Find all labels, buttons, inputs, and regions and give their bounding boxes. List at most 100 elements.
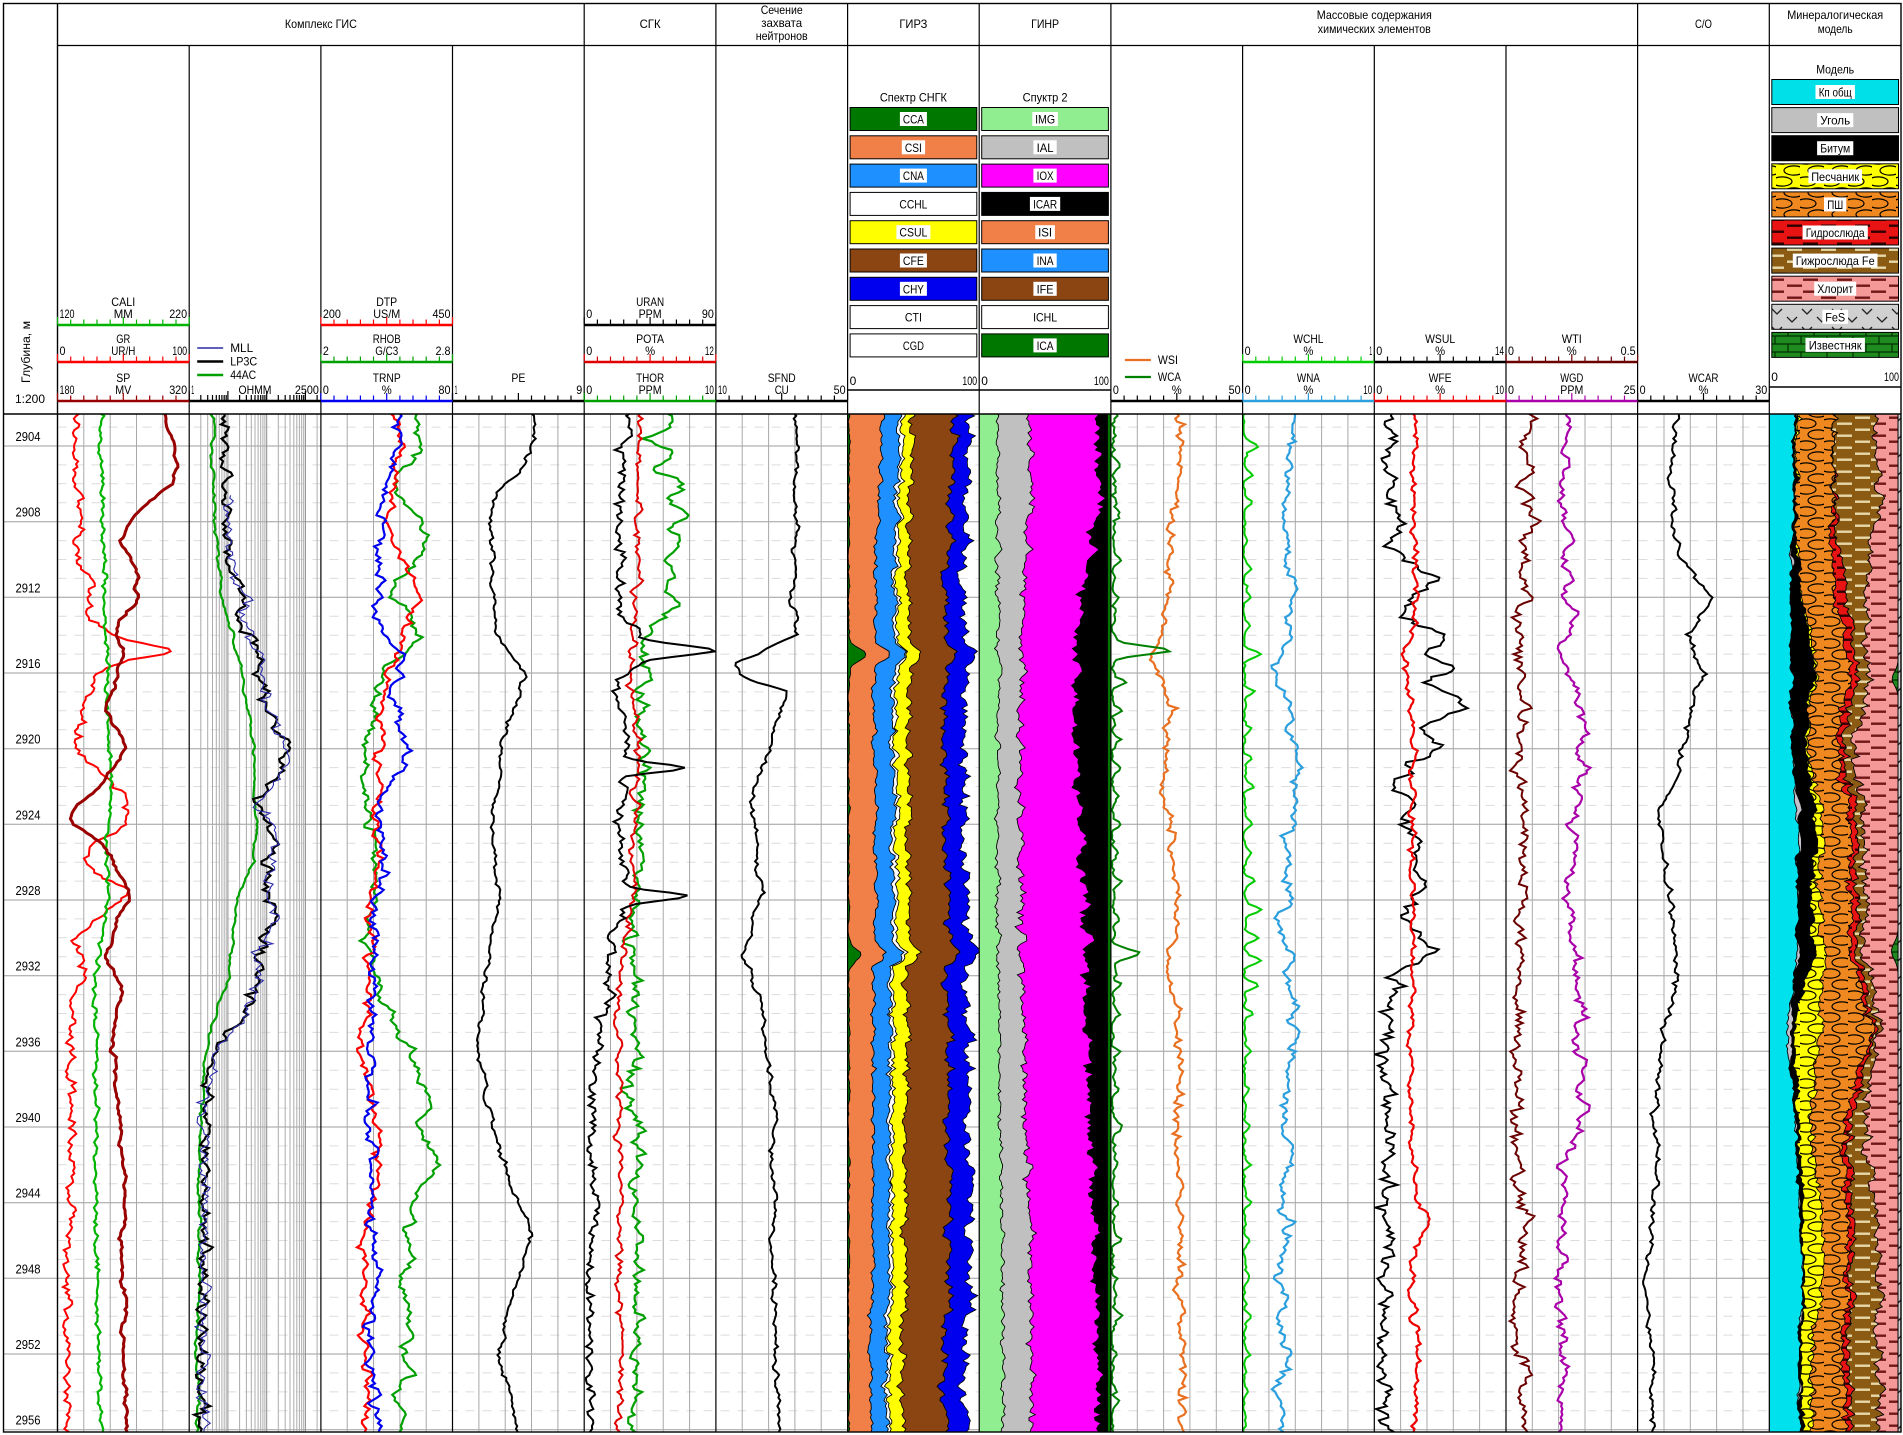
svg-text:WSI: WSI <box>1158 353 1178 367</box>
svg-text:MV: MV <box>115 383 131 397</box>
svg-text:Минералогическая: Минералогическая <box>1787 8 1883 22</box>
svg-text:10: 10 <box>705 383 714 397</box>
svg-text:ICAR: ICAR <box>1033 197 1057 211</box>
svg-text:WFE: WFE <box>1429 371 1452 385</box>
svg-text:Гижрослюда Fe: Гижрослюда Fe <box>1796 254 1875 268</box>
svg-text:10: 10 <box>1363 383 1372 397</box>
svg-text:Хлорит: Хлорит <box>1817 282 1853 296</box>
svg-text:СГК: СГК <box>640 17 661 31</box>
svg-text:CCA: CCA <box>903 113 924 127</box>
svg-text:2932: 2932 <box>16 959 41 974</box>
svg-text:ICA: ICA <box>1037 339 1054 353</box>
svg-text:180: 180 <box>60 383 75 397</box>
svg-text:25: 25 <box>1624 383 1636 397</box>
svg-text:0: 0 <box>60 344 66 358</box>
svg-text:2924: 2924 <box>16 807 41 822</box>
svg-text:Гидрослюда: Гидрослюда <box>1806 226 1865 240</box>
svg-text:2944: 2944 <box>16 1186 41 1201</box>
svg-text:2948: 2948 <box>16 1261 41 1276</box>
svg-text:50: 50 <box>1229 383 1241 397</box>
svg-text:WTI: WTI <box>1562 332 1582 346</box>
svg-text:RHOB: RHOB <box>373 332 401 346</box>
svg-text:Битум: Битум <box>1820 142 1850 156</box>
svg-text:ГИНР: ГИНР <box>1031 17 1059 31</box>
svg-text:2916: 2916 <box>16 656 41 671</box>
svg-text:модель: модель <box>1818 22 1853 36</box>
svg-text:2940: 2940 <box>16 1110 41 1125</box>
svg-text:ISI: ISI <box>1038 226 1052 240</box>
svg-text:Спуктр 2: Спуктр 2 <box>1023 91 1068 105</box>
svg-text:PPM: PPM <box>639 383 662 397</box>
svg-text:2904: 2904 <box>16 429 41 444</box>
svg-text:C/O: C/O <box>1695 17 1712 31</box>
svg-text:PE: PE <box>511 371 525 385</box>
svg-text:100: 100 <box>1094 374 1109 388</box>
svg-text:Массовые содержания: Массовые содержания <box>1317 8 1432 22</box>
svg-text:0: 0 <box>1771 370 1778 384</box>
svg-text:0: 0 <box>586 383 592 397</box>
svg-text:Известняк: Известняк <box>1809 338 1863 352</box>
svg-text:нейтронов: нейтронов <box>756 29 808 43</box>
svg-text:захвата: захвата <box>761 16 802 30</box>
svg-text:1:200: 1:200 <box>15 392 45 406</box>
svg-text:1: 1 <box>1369 344 1372 358</box>
svg-text:TRNP: TRNP <box>373 371 401 385</box>
svg-text:WCHL: WCHL <box>1293 332 1323 346</box>
svg-text:2: 2 <box>323 344 329 358</box>
svg-text:2936: 2936 <box>16 1034 41 1049</box>
svg-text:IFE: IFE <box>1037 282 1054 296</box>
svg-text:0: 0 <box>1113 383 1119 397</box>
svg-text:220: 220 <box>169 307 187 321</box>
svg-text:GR: GR <box>116 332 130 346</box>
svg-text:WGD: WGD <box>1560 371 1583 385</box>
svg-text:10: 10 <box>1495 383 1504 397</box>
svg-text:CCHL: CCHL <box>899 197 927 211</box>
svg-text:450: 450 <box>433 307 451 321</box>
svg-text:%: % <box>382 383 392 397</box>
svg-text:%: % <box>645 344 655 358</box>
svg-text:2928: 2928 <box>16 883 41 898</box>
svg-text:URAN: URAN <box>636 295 664 309</box>
svg-text:100: 100 <box>962 374 977 388</box>
svg-text:44AC: 44AC <box>230 368 256 382</box>
svg-text:WSUL: WSUL <box>1425 332 1455 346</box>
svg-text:0: 0 <box>1508 383 1514 397</box>
svg-text:%: % <box>1172 383 1182 397</box>
svg-text:1: 1 <box>455 383 458 397</box>
svg-text:CFE: CFE <box>903 254 924 268</box>
svg-text:Комплекс ГИС: Комплекс ГИС <box>285 17 357 31</box>
svg-text:0: 0 <box>1508 344 1514 358</box>
svg-text:WCAR: WCAR <box>1689 371 1719 385</box>
svg-text:%: % <box>1435 344 1445 358</box>
svg-text:LP3C: LP3C <box>230 355 257 369</box>
svg-text:120: 120 <box>60 307 75 321</box>
svg-text:2.8: 2.8 <box>436 344 451 358</box>
svg-text:80: 80 <box>439 383 451 397</box>
svg-text:DTP: DTP <box>376 295 397 309</box>
svg-text:PPM: PPM <box>639 307 662 321</box>
svg-text:IOX: IOX <box>1037 169 1054 183</box>
svg-text:Кп общ: Кп общ <box>1819 86 1852 100</box>
svg-text:PPM: PPM <box>1560 383 1583 397</box>
svg-text:%: % <box>1567 344 1577 358</box>
svg-text:Уголь: Уголь <box>1820 114 1850 128</box>
svg-text:100: 100 <box>172 344 187 358</box>
svg-text:100: 100 <box>1884 370 1899 384</box>
svg-text:химических элементов: химических элементов <box>1318 22 1431 36</box>
svg-text:OHMM: OHMM <box>239 383 272 397</box>
svg-text:Песчаник: Песчаник <box>1811 170 1860 184</box>
svg-text:WCA: WCA <box>1158 370 1181 384</box>
svg-text:INA: INA <box>1037 254 1054 268</box>
svg-text:0.5: 0.5 <box>1621 344 1636 358</box>
svg-text:Сечение: Сечение <box>761 3 803 17</box>
svg-text:MLL: MLL <box>230 341 253 355</box>
svg-text:ПШ: ПШ <box>1827 198 1843 212</box>
svg-text:0: 0 <box>1376 344 1382 358</box>
svg-text:2920: 2920 <box>16 732 41 747</box>
svg-text:2500: 2500 <box>295 383 319 397</box>
svg-text:CGD: CGD <box>903 339 924 353</box>
svg-text:0: 0 <box>1640 383 1646 397</box>
svg-text:1: 1 <box>191 383 194 397</box>
svg-text:0: 0 <box>586 307 592 321</box>
svg-text:50: 50 <box>834 383 846 397</box>
